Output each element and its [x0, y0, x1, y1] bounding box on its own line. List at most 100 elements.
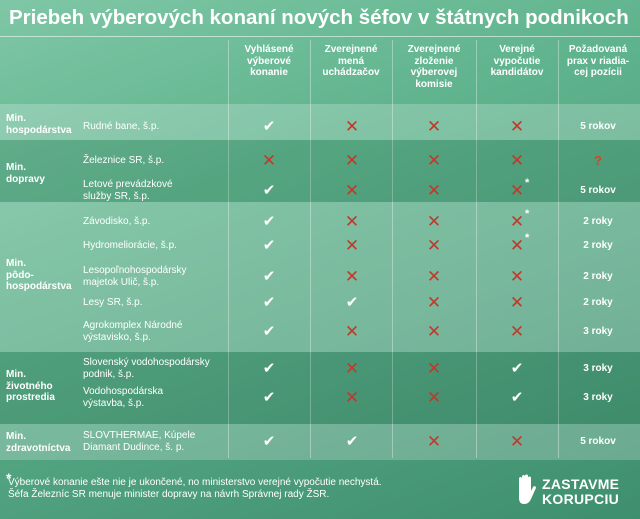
required-experience: 2 roky	[583, 271, 613, 282]
cross-icon: ✕	[426, 117, 442, 136]
check-icon: ✔	[262, 323, 276, 340]
cross-icon: ✕	[344, 322, 360, 341]
cross-icon: ✕	[509, 212, 525, 231]
cross-icon: ✕	[509, 267, 525, 286]
cross-icon: ✕	[344, 117, 360, 136]
check-icon: ✔	[262, 268, 276, 285]
ministry-label: Min. zdravotníctva	[6, 431, 71, 454]
cross-icon: ✕	[426, 322, 442, 341]
organization-name: Vodohospodárska výstavba, š.p.	[83, 386, 164, 409]
footnote-star-marker: *	[525, 177, 530, 189]
check-icon: ✔	[345, 294, 359, 311]
cross-icon: ✕	[426, 151, 442, 170]
required-experience: 2 roky	[583, 240, 613, 251]
cross-icon: ✕	[509, 322, 525, 341]
check-icon: ✔	[262, 389, 276, 406]
check-icon: ✔	[262, 360, 276, 377]
organization-name: Lesopoľnohospodársky majetok Ulič, š.p.	[83, 265, 187, 288]
ministry-label: Min. dopravy	[6, 162, 45, 185]
ministry-band-4	[0, 352, 640, 424]
page-title: Priebeh výberových konaní nových šéfov v…	[9, 6, 629, 29]
column-header-label: Verejné vypočutie kandidátov	[490, 44, 544, 78]
check-icon: ✔	[262, 294, 276, 311]
cross-icon: ✕	[344, 359, 360, 378]
cross-icon: ✕	[426, 388, 442, 407]
column-header-3: Zverejnené zloženie výberovej komisie	[392, 44, 476, 102]
footnote: Výberové konanie ešte nie je ukončené, n…	[8, 477, 382, 501]
column-divider-3	[392, 40, 393, 458]
logo-text: ZASTAVME KORUPCIU	[542, 477, 619, 507]
organization-name: Rudné bane, š.p.	[83, 121, 160, 132]
organization-name: Agrokomplex Národné výstavisko, š.p.	[83, 320, 183, 343]
check-icon: ✔	[510, 389, 524, 406]
column-header-label: Zverejnené mená uchádzačov	[322, 44, 380, 78]
footnote-star: *	[6, 470, 12, 486]
required-experience: 3 roky	[583, 392, 613, 403]
column-divider-2	[310, 40, 311, 458]
title-divider	[0, 36, 640, 37]
column-divider-5	[558, 40, 559, 458]
required-experience: 3 roky	[583, 326, 613, 337]
column-divider-1	[228, 40, 229, 458]
footnote-line-1: Výberové konanie ešte nie je ukončené, n…	[8, 477, 382, 488]
ministry-band-2	[0, 140, 640, 202]
hand-icon	[519, 474, 536, 504]
ministry-label: Min. pôdo- hospodárstva	[6, 258, 72, 292]
logo-line-1: ZASTAVME	[542, 476, 620, 492]
ministry-band-3	[0, 202, 640, 352]
column-header-4: Verejné vypočutie kandidátov	[476, 44, 558, 102]
check-icon: ✔	[262, 118, 276, 135]
question-icon: ?	[594, 153, 602, 168]
footnote-star-marker: *	[525, 232, 530, 244]
cross-icon: ✕	[426, 267, 442, 286]
organization-name: Závodisko, š.p.	[83, 216, 151, 227]
cross-icon: ✕	[426, 236, 442, 255]
check-icon: ✔	[262, 213, 276, 230]
cross-icon: ✕	[344, 151, 360, 170]
required-experience: 3 roky	[583, 363, 613, 374]
organization-name: Lesy SR, š.p.	[83, 297, 143, 308]
organization-name: Letové prevádzkové služby SR, š.p.	[83, 179, 173, 202]
cross-icon: ✕	[509, 117, 525, 136]
cross-icon: ✕	[509, 432, 525, 451]
column-header-2: Zverejnené mená uchádzačov	[310, 44, 392, 102]
organization-name: Železnice SR, š.p.	[83, 155, 165, 166]
cross-icon: ✕	[344, 212, 360, 231]
organization-name: Hydromeliorácie, š.p.	[83, 240, 177, 251]
cross-icon: ✕	[426, 212, 442, 231]
column-divider-4	[476, 40, 477, 458]
column-header-5: Požadovaná prax v riadia- cej pozícii	[558, 44, 638, 102]
footnote-star-marker: *	[525, 208, 530, 220]
cross-icon: ✕	[344, 181, 360, 200]
check-icon: ✔	[262, 433, 276, 450]
cross-icon: ✕	[344, 388, 360, 407]
cross-icon: ✕	[426, 432, 442, 451]
logo-line-2: KORUPCIU	[542, 491, 620, 507]
cross-icon: ✕	[426, 359, 442, 378]
organization-name: Slovenský vodohospodársky podnik, š.p.	[83, 357, 210, 380]
column-header-label: Zverejnené zloženie výberovej komisie	[407, 44, 461, 90]
ministry-band-1	[0, 104, 640, 140]
cross-icon: ✕	[509, 181, 525, 200]
ministry-band-5	[0, 424, 640, 460]
check-icon: ✔	[262, 182, 276, 199]
cross-icon: ✕	[344, 236, 360, 255]
organization-name: SLOVTHERMAE, Kúpele Diamant Dudince, š. …	[83, 430, 196, 453]
required-experience: 5 rokov	[580, 121, 616, 132]
cross-icon: ✕	[509, 151, 525, 170]
required-experience: 2 roky	[583, 216, 613, 227]
cross-icon: ✕	[509, 236, 525, 255]
cross-icon: ✕	[426, 293, 442, 312]
column-header-1: Vyhlásené výberové konanie	[228, 44, 310, 102]
required-experience: 2 roky	[583, 297, 613, 308]
column-header-label: Vyhlásené výberové konanie	[244, 44, 294, 78]
check-icon: ✔	[510, 360, 524, 377]
ministry-label: Min. hospodárstva	[6, 113, 72, 136]
required-experience: 5 rokov	[580, 436, 616, 447]
ministry-label: Min. životného prostredia	[6, 369, 55, 403]
cross-icon: ✕	[426, 181, 442, 200]
cross-icon: ✕	[509, 293, 525, 312]
zastavme-korupciu-logo: ZASTAVME KORUPCIU	[515, 474, 635, 514]
cross-icon: ✕	[261, 151, 277, 170]
